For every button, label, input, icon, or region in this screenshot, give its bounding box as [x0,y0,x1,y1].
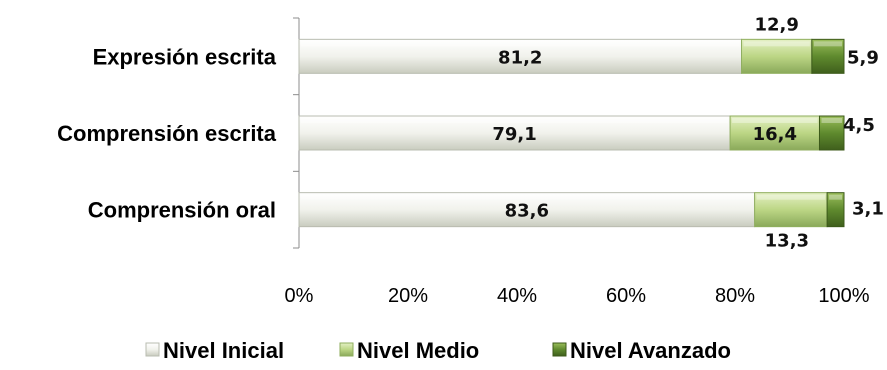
data-label: 12,9 [754,14,798,35]
legend: Nivel Inicial Nivel Medio Nivel Avanzado [145,338,731,363]
data-label: 16,4 [753,124,797,145]
data-label: 3,1 [852,199,884,220]
data-labels: 81,2 12,9 5,9 79,1 16,4 4,5 83,6 13,3 3,1 [492,14,884,251]
bar-segment-highlight [743,41,810,47]
x-tick-label: 0% [285,285,314,307]
category-label: Comprensión escrita [57,121,277,146]
bar-segment-highlight [732,118,818,123]
legend-swatch [339,342,354,357]
data-label: 83,6 [505,201,549,222]
legend-label: Nivel Medio [357,338,479,363]
data-label: 79,1 [492,124,536,145]
bar-segment [298,38,743,74]
category-label: Expresión escrita [93,44,277,69]
bar-segment [811,38,845,74]
x-tick-label: 40% [497,285,537,307]
category-labels: Expresión escrita Comprensión escrita Comp… [57,44,277,222]
bar-segment [754,192,828,228]
data-label: 5,9 [847,47,879,68]
bar-segment [298,115,731,151]
x-tick-label: 80% [715,285,755,307]
bars [298,38,845,228]
data-label: 13,3 [765,231,809,252]
bar-segment-highlight [813,41,842,47]
legend-label: Nivel Avanzado [570,338,731,363]
bar-segment-highlight [301,194,753,200]
bar-segment-highlight [301,41,740,47]
x-tick-label: 60% [606,285,646,307]
bar-segment [298,192,756,228]
legend-swatch [145,342,160,357]
bar-segment [729,115,820,151]
legend-label: Nivel Inicial [163,338,284,363]
bar-segment-highlight [829,194,842,200]
x-tick-label: 100% [818,285,869,307]
bar-segment [826,192,845,228]
value-axis: 0% 20% 40% 60% 80% 100% [285,17,870,307]
legend-swatch [552,342,567,357]
bar-segment-highlight [756,194,826,200]
category-label: Comprensión oral [88,198,276,223]
bar-segment-highlight [301,118,729,123]
data-label: 81,2 [498,47,542,68]
bar-segment-highlight [821,118,842,123]
bar-segment [818,115,845,151]
x-tick-label: 20% [388,285,428,307]
data-label: 4,5 [843,115,875,136]
